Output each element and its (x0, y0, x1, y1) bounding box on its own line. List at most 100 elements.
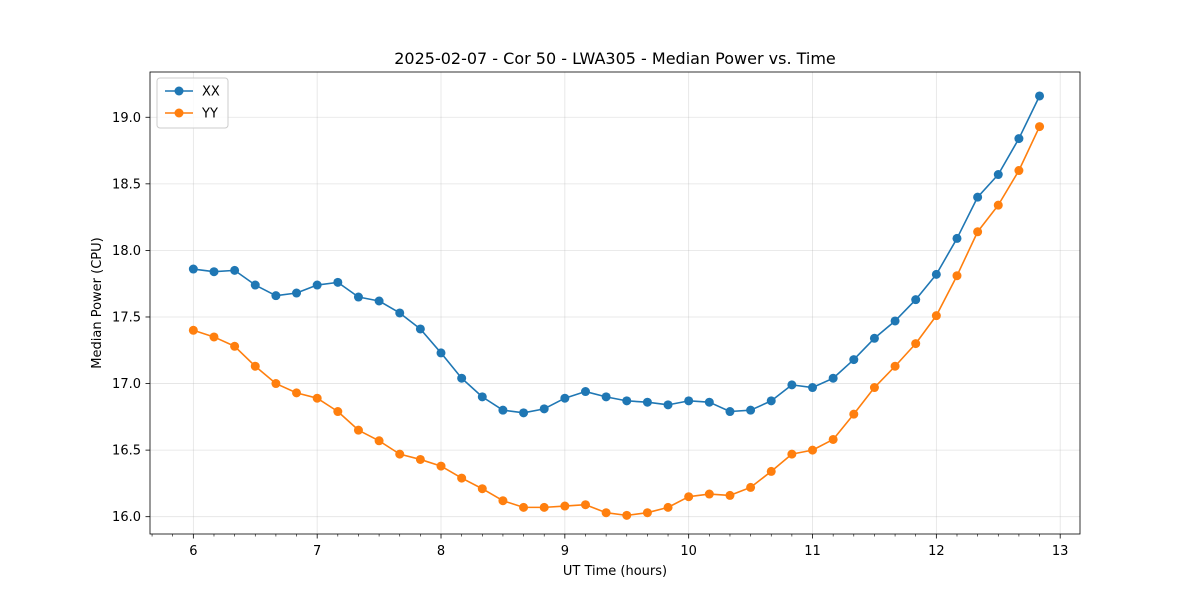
data-point (890, 316, 900, 326)
grid (150, 72, 1080, 534)
y-tick-label: 18.0 (112, 244, 141, 259)
data-point (498, 405, 508, 415)
data-point (312, 280, 322, 290)
x-tick-label: 8 (437, 544, 445, 559)
data-point (209, 332, 219, 342)
data-point (271, 291, 281, 301)
data-point (931, 311, 941, 321)
legend-marker (174, 86, 184, 96)
data-point (787, 380, 797, 390)
x-tick-label: 10 (680, 544, 697, 559)
x-axis: 6 7 8 9 10 11 12 13 (151, 534, 1069, 559)
data-point (1014, 134, 1024, 144)
data-point (787, 449, 797, 459)
y-tick-label: 16.0 (112, 510, 141, 525)
x-tick-label: 12 (928, 544, 945, 559)
data-point (663, 400, 673, 410)
data-point (395, 449, 405, 459)
data-point (250, 280, 260, 290)
x-tick-label: 13 (1052, 544, 1069, 559)
data-point (436, 348, 446, 358)
data-point (333, 277, 343, 287)
y-tick-label: 17.0 (112, 377, 141, 392)
data-point (560, 501, 570, 511)
series-yy (188, 122, 1045, 520)
plot-area (150, 72, 1080, 534)
data-point (230, 265, 240, 275)
data-point (869, 383, 879, 393)
legend-label: YY (201, 107, 218, 122)
data-point (436, 461, 446, 471)
data-point (271, 379, 281, 389)
data-point (911, 339, 921, 349)
data-point (539, 404, 549, 414)
x-tick-label: 9 (561, 544, 569, 559)
data-point (292, 388, 302, 398)
chart-title: 2025-02-07 - Cor 50 - LWA305 - Median Po… (394, 49, 836, 68)
data-point (539, 502, 549, 512)
data-point (395, 308, 405, 318)
data-point (869, 333, 879, 343)
data-point (684, 492, 694, 502)
data-point (684, 396, 694, 406)
data-point (188, 264, 198, 274)
data-point (353, 292, 363, 302)
legend: XX YY (156, 77, 229, 129)
y-axis: 16.0 16.5 17.0 17.5 18.0 18.5 19.0 (112, 111, 150, 525)
data-point (993, 170, 1003, 180)
data-point (890, 361, 900, 371)
series-xx (188, 91, 1045, 418)
data-point (828, 434, 838, 444)
data-point (477, 484, 487, 494)
data-point (374, 436, 384, 446)
data-point (622, 510, 632, 520)
data-point (663, 502, 673, 512)
data-point (333, 407, 343, 417)
y-axis-label: Median Power (CPU) (90, 237, 105, 368)
data-point (292, 288, 302, 298)
data-point (560, 393, 570, 403)
data-point (704, 397, 714, 407)
data-point (415, 454, 425, 464)
x-tick-label: 6 (189, 544, 197, 559)
data-point (457, 473, 467, 483)
data-point (601, 392, 611, 402)
legend-marker (174, 108, 184, 118)
x-tick-label: 7 (313, 544, 321, 559)
data-point (519, 502, 529, 512)
data-point (725, 490, 735, 500)
data-point (477, 392, 487, 402)
data-point (580, 500, 590, 510)
x-axis-label: UT Time (hours) (563, 564, 667, 579)
data-point (642, 397, 652, 407)
data-point (209, 267, 219, 277)
data-point (642, 508, 652, 518)
data-point (1035, 91, 1045, 101)
data-point (353, 425, 363, 435)
data-point (580, 387, 590, 397)
data-point (250, 361, 260, 371)
y-tick-label: 19.0 (112, 111, 141, 126)
data-point (622, 396, 632, 406)
series-layer (188, 91, 1045, 520)
data-point (766, 396, 776, 406)
legend-label: XX (202, 85, 220, 100)
data-point (952, 271, 962, 281)
data-point (828, 373, 838, 383)
data-point (808, 445, 818, 455)
data-point (704, 489, 714, 499)
x-tick-label: 11 (804, 544, 821, 559)
data-point (766, 466, 776, 476)
data-point (601, 508, 611, 518)
y-tick-label: 18.5 (112, 177, 141, 192)
data-point (519, 408, 529, 418)
data-point (415, 324, 425, 334)
data-point (230, 341, 240, 351)
data-point (931, 269, 941, 279)
data-point (911, 295, 921, 305)
data-point (312, 393, 322, 403)
data-point (746, 405, 756, 415)
data-point (808, 383, 818, 393)
